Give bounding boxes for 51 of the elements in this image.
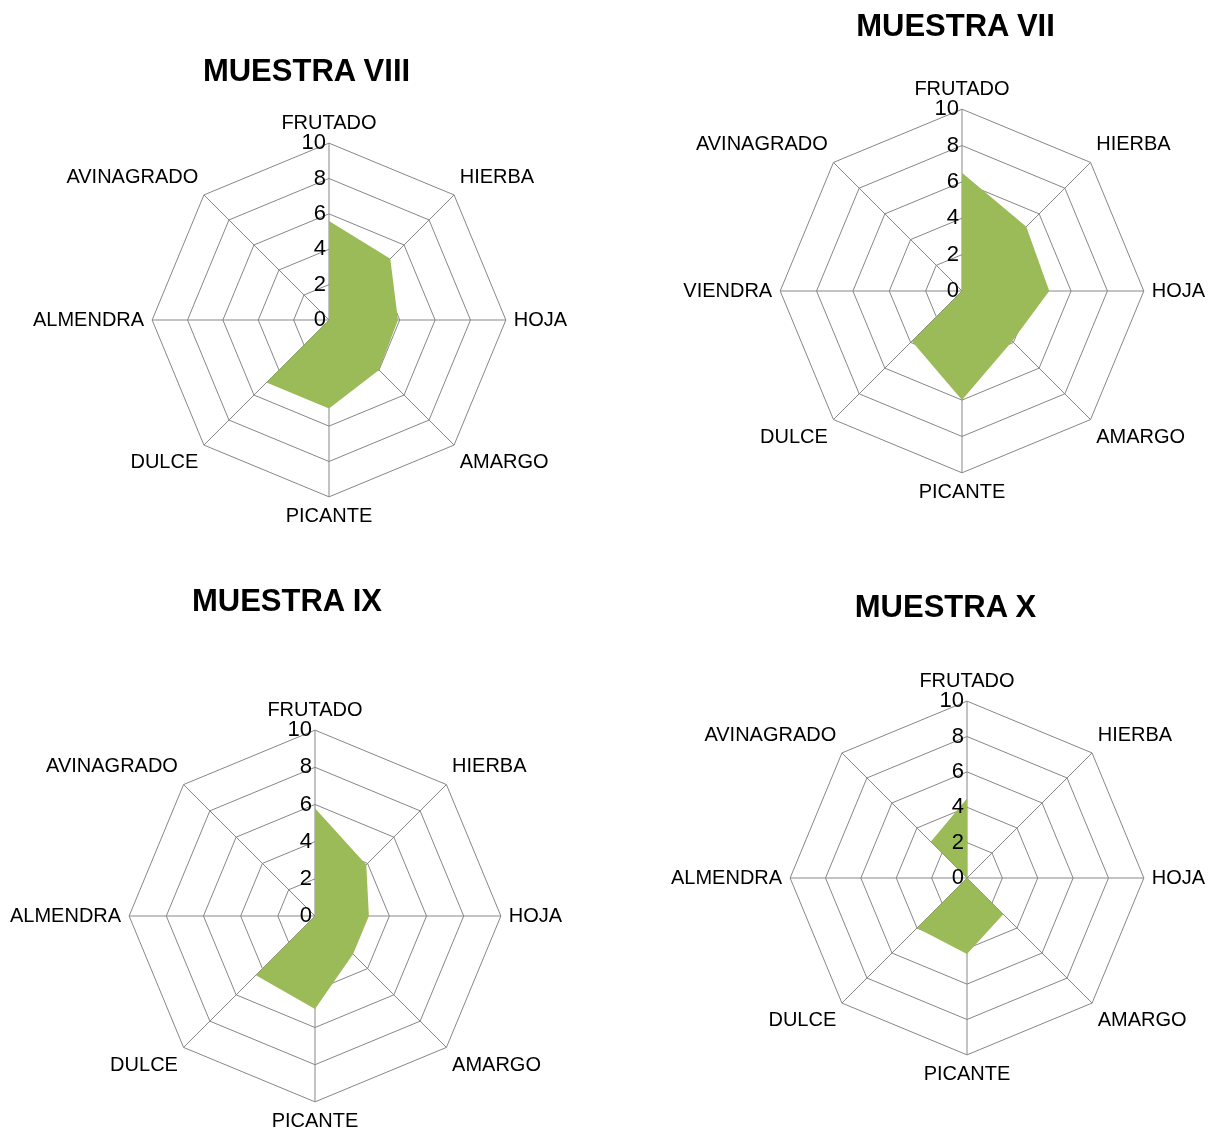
spoke-label: ALMENDRA <box>32 307 145 330</box>
spoke-label: DULCE <box>759 424 828 447</box>
spoke-label: HIERBA <box>1097 722 1173 745</box>
spoke-label: HIERBA <box>1096 132 1172 155</box>
y-tick-label: 0 <box>299 902 312 928</box>
y-tick-label: 0 <box>951 864 964 890</box>
y-tick-label: 6 <box>946 167 959 193</box>
chart-title: MUESTRA IX <box>191 583 383 619</box>
chart-title: MUESTRA VII <box>856 8 1055 44</box>
spoke-label: HIERBA <box>459 164 535 187</box>
spoke-label: DULCE <box>768 1008 837 1031</box>
y-tick-label: 0 <box>313 306 326 332</box>
spoke-label: HOJA <box>1151 278 1206 301</box>
spoke-label: PICANTE <box>923 1062 1011 1085</box>
spoke-label: AVINAGRADO <box>695 132 828 155</box>
spoke-label: PICANTE <box>271 1109 359 1132</box>
spoke-label: PICANTE <box>918 480 1006 503</box>
spoke-label: HOJA <box>513 307 568 330</box>
spoke-label: PICANTE <box>285 504 373 527</box>
spoke-label: AVINAGRADO <box>66 164 199 187</box>
spoke-label: AMARGO <box>452 1052 541 1075</box>
y-tick-label: 4 <box>946 204 959 230</box>
y-tick-label: 8 <box>951 722 964 748</box>
y-tick-label: 6 <box>299 790 312 816</box>
y-tick-label: 2 <box>313 270 326 296</box>
spoke-label: DULCE <box>130 450 199 473</box>
chart-title: MUESTRA X <box>854 589 1037 625</box>
y-tick-label: 2 <box>299 864 312 890</box>
spoke-label: ALMENDRA <box>9 903 122 926</box>
spoke-label: AMARGO <box>459 450 549 473</box>
spoke-label: DULCE <box>110 1052 178 1075</box>
y-tick-label: 8 <box>946 131 959 157</box>
spoke-label: HIERBA <box>452 754 528 777</box>
y-tick-label: 2 <box>951 828 964 854</box>
y-tick-label: 2 <box>946 240 959 266</box>
spoke-label: AMARGO <box>1096 424 1186 447</box>
spoke-label: AVINAGRADO <box>704 722 837 745</box>
spoke-label: VIENDRA <box>683 278 773 301</box>
spoke-label: AVINAGRADO <box>46 754 178 777</box>
y-tick-label: 6 <box>313 199 326 225</box>
y-tick-label: 0 <box>946 277 959 303</box>
spoke-label: HOJA <box>1151 865 1206 888</box>
y-tick-label: 4 <box>313 235 326 261</box>
spoke-label: ALMENDRA <box>670 865 783 888</box>
spoke-label: AMARGO <box>1097 1008 1187 1031</box>
y-tick-label: 6 <box>951 757 964 783</box>
chart-title: MUESTRA VIII <box>202 53 411 89</box>
y-tick-label: 8 <box>313 164 326 190</box>
y-tick-label: 4 <box>299 827 312 853</box>
spoke-label: HOJA <box>508 903 563 926</box>
y-tick-label: 8 <box>299 753 312 779</box>
